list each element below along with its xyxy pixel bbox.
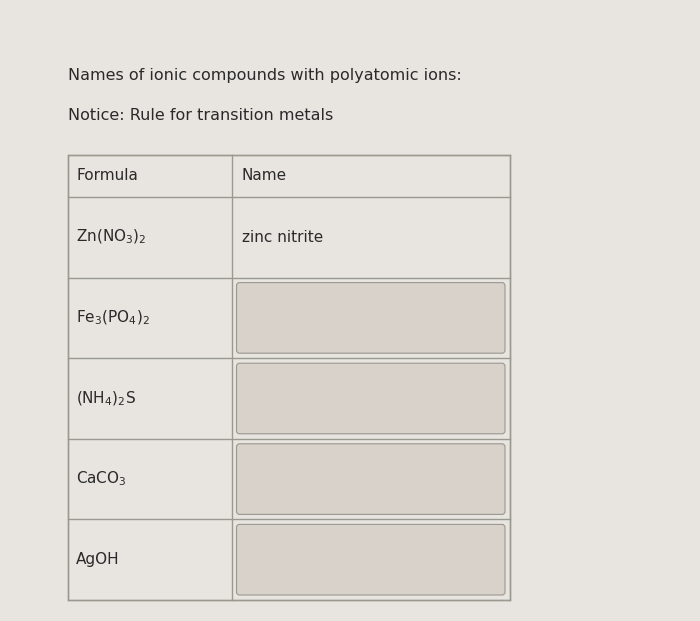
Bar (68, 155, 510, 600)
FancyBboxPatch shape (237, 363, 505, 434)
Text: AgOH: AgOH (76, 552, 120, 567)
Text: zinc nitrite: zinc nitrite (241, 230, 323, 245)
Text: Formula: Formula (76, 168, 138, 183)
FancyBboxPatch shape (237, 283, 505, 353)
Text: Name: Name (241, 168, 287, 183)
Text: (NH$_4$)$_2$S: (NH$_4$)$_2$S (76, 389, 136, 408)
Text: Fe$_3$(PO$_4$)$_2$: Fe$_3$(PO$_4$)$_2$ (76, 309, 150, 327)
Text: Zn(NO$_3$)$_2$: Zn(NO$_3$)$_2$ (76, 228, 147, 247)
FancyBboxPatch shape (237, 444, 505, 514)
Text: Notice: Rule for transition metals: Notice: Rule for transition metals (68, 108, 333, 123)
Text: Names of ionic compounds with polyatomic ions:: Names of ionic compounds with polyatomic… (68, 68, 462, 83)
FancyBboxPatch shape (237, 524, 505, 595)
Text: CaCO$_3$: CaCO$_3$ (76, 469, 127, 489)
